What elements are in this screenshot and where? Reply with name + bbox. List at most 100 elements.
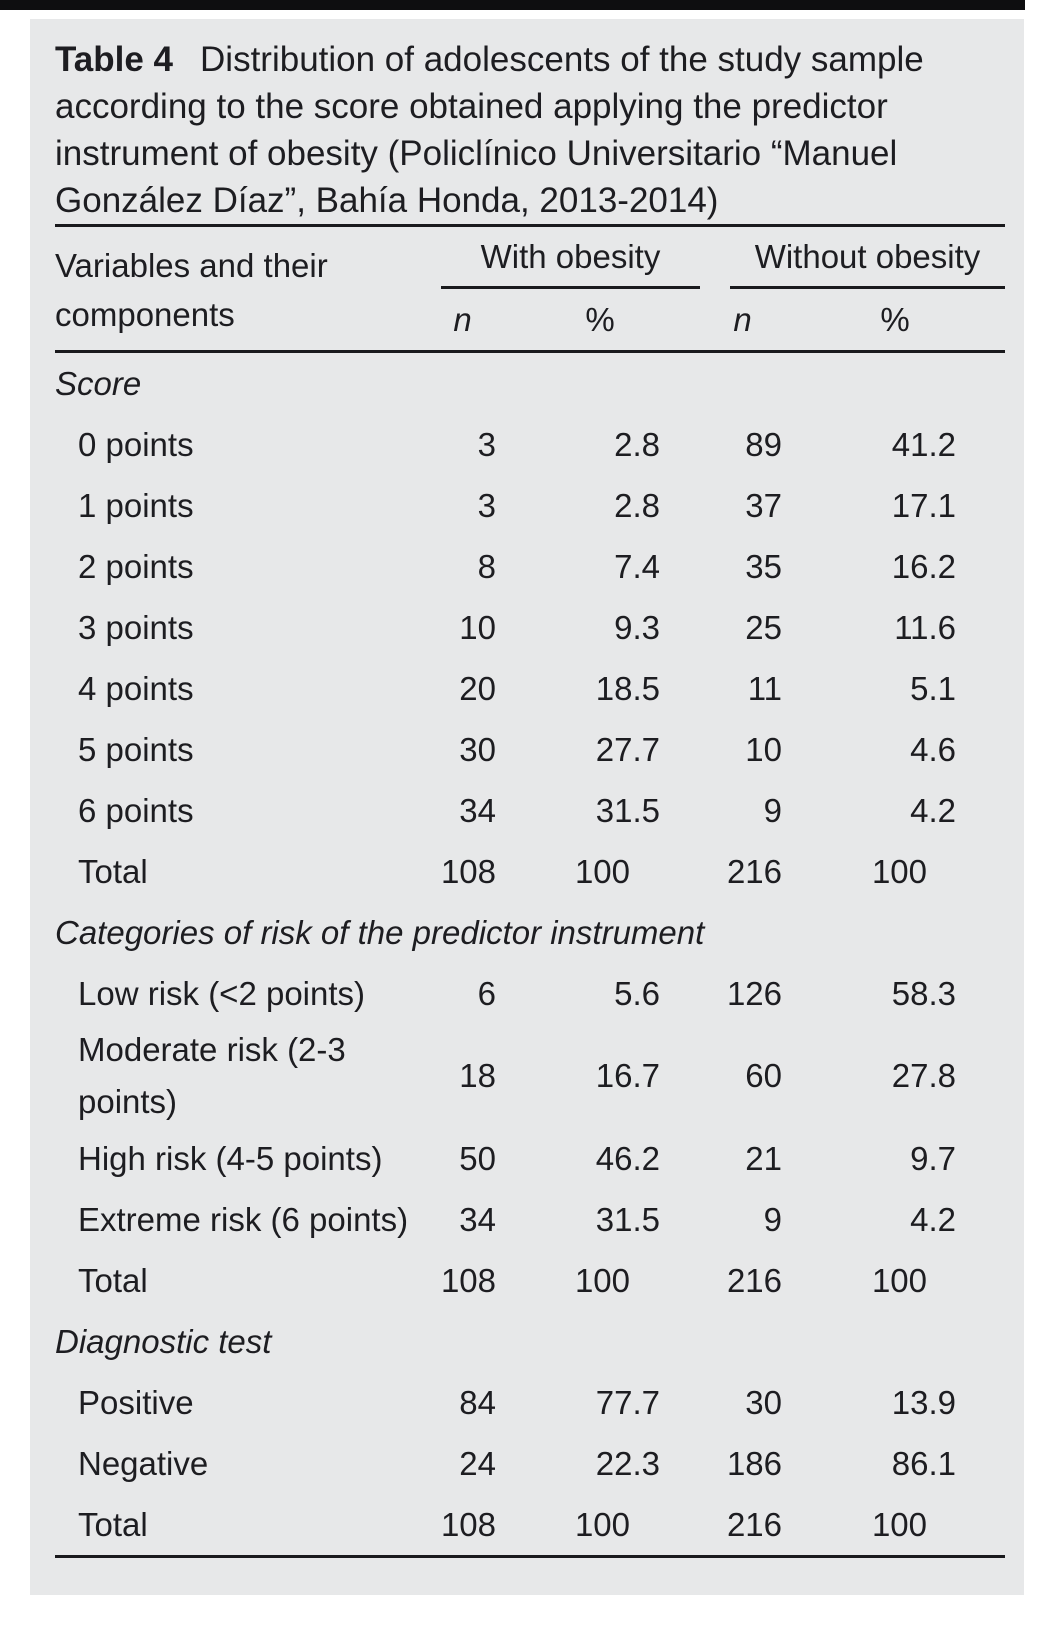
cell-with-pct: 7.4 xyxy=(614,547,660,585)
cell-with-n: 18 xyxy=(459,1057,496,1094)
cell-with-n: 84 xyxy=(459,1383,496,1421)
table-row: Low risk (<2 points) 6 5.6 126 58.3 xyxy=(55,963,1005,1024)
table-row: 2 points 8 7.4 35 16.2 xyxy=(55,536,1005,597)
group-title-with-obesity: With obesity xyxy=(441,227,700,289)
table-row: Total 108 100 216 100 xyxy=(55,1250,1005,1311)
cell-without-pct: 17.1 xyxy=(891,486,956,524)
table-row: Total 108 100 216 100 xyxy=(55,841,1005,902)
table-row: Moderate risk (2-3 points) 18 16.7 60 27.8 xyxy=(55,1024,1005,1128)
cell-without-pct: 100 xyxy=(871,1261,927,1299)
table-row: Positive 84 77.7 30 13.9 xyxy=(55,1372,1005,1433)
cell-without-n: 21 xyxy=(745,1139,782,1177)
cell-with-pct: 100 xyxy=(574,1261,630,1299)
cell-with-pct: 2.8 xyxy=(614,425,660,463)
cell-with-pct: 77.7 xyxy=(595,1383,660,1421)
row-label: High risk (4-5 points) xyxy=(78,1139,383,1177)
row-label: Extreme risk (6 points) xyxy=(78,1200,409,1238)
row-label: 0 points xyxy=(78,425,194,463)
cell-without-pct: 27.8 xyxy=(891,1057,956,1094)
cell-with-pct: 46.2 xyxy=(595,1139,660,1177)
cell-with-n: 8 xyxy=(477,547,496,585)
cell-without-pct: 86.1 xyxy=(891,1444,956,1482)
cell-without-n: 126 xyxy=(726,974,782,1012)
group-title-without-obesity: Without obesity xyxy=(730,227,1005,289)
cell-without-pct: 4.2 xyxy=(910,1200,956,1238)
cell-without-pct: 41.2 xyxy=(891,425,956,463)
header-pct-with: % xyxy=(585,300,615,338)
cell-without-n: 216 xyxy=(726,852,782,890)
header-group-without-obesity: Without obesity n % xyxy=(700,227,1005,350)
table-row: 3 points 10 9.3 25 11.6 xyxy=(55,597,1005,658)
table-row: Negative 24 22.3 186 86.1 xyxy=(55,1433,1005,1494)
table-row: 6 points 34 31.5 9 4.2 xyxy=(55,780,1005,841)
row-label: Total xyxy=(78,852,148,890)
header-n-without: n xyxy=(733,300,752,338)
cell-without-n: 60 xyxy=(745,1057,782,1094)
cell-without-pct: 13.9 xyxy=(891,1383,956,1421)
header-group-with-obesity: With obesity n % xyxy=(425,227,700,350)
cell-with-pct: 100 xyxy=(574,1505,630,1543)
table-caption-text: Distribution of adolescents of the study… xyxy=(55,40,924,220)
cell-without-pct: 4.2 xyxy=(910,791,956,829)
cell-with-pct: 100 xyxy=(574,852,630,890)
cell-without-n: 10 xyxy=(745,730,782,768)
table-number-label: Table 4 xyxy=(55,40,174,79)
row-label: Positive xyxy=(78,1383,194,1421)
cell-with-n: 6 xyxy=(477,974,496,1012)
cell-without-n: 216 xyxy=(726,1505,782,1543)
cell-with-n: 108 xyxy=(440,1505,496,1543)
cell-without-pct: 9.7 xyxy=(910,1139,956,1177)
cell-with-pct: 16.7 xyxy=(595,1057,660,1094)
table-row: High risk (4-5 points) 50 46.2 21 9.7 xyxy=(55,1128,1005,1189)
cell-with-n: 34 xyxy=(459,1200,496,1238)
cell-without-n: 216 xyxy=(726,1261,782,1299)
header-n-with: n xyxy=(453,300,472,338)
row-label: Total xyxy=(78,1505,148,1543)
cell-with-n: 3 xyxy=(477,486,496,524)
cell-with-pct: 31.5 xyxy=(595,1200,660,1238)
cell-with-n: 108 xyxy=(440,1261,496,1299)
cell-without-pct: 4.6 xyxy=(910,730,956,768)
cell-without-pct: 11.6 xyxy=(894,608,956,646)
cell-with-n: 34 xyxy=(459,791,496,829)
cell-with-pct: 2.8 xyxy=(614,486,660,524)
row-label: Total xyxy=(78,1261,148,1299)
table-row: 4 points 20 18.5 11 5.1 xyxy=(55,658,1005,719)
table-row: Total 108 100 216 100 xyxy=(55,1494,1005,1555)
cell-without-pct: 58.3 xyxy=(891,974,956,1012)
panel-inner: Table 4 Distribution of adolescents of th… xyxy=(30,19,1024,1558)
row-label: 4 points xyxy=(78,669,194,707)
header-pct-without: % xyxy=(880,300,910,338)
cell-with-pct: 27.7 xyxy=(595,730,660,768)
cell-without-n: 9 xyxy=(763,1200,782,1238)
cell-with-n: 108 xyxy=(440,852,496,890)
cell-with-n: 20 xyxy=(459,669,496,707)
cell-without-n: 25 xyxy=(745,608,782,646)
cell-with-n: 3 xyxy=(477,425,496,463)
cell-without-pct: 16.2 xyxy=(891,547,956,585)
cell-with-pct: 22.3 xyxy=(595,1444,660,1482)
table-caption: Table 4 Distribution of adolescents of th… xyxy=(55,36,1005,224)
header-row-label: Variables and their components xyxy=(55,247,328,333)
cell-without-n: 37 xyxy=(745,486,782,524)
table-header: Variables and their components With obes… xyxy=(55,224,1005,353)
row-label: 3 points xyxy=(78,608,194,646)
cell-without-n: 30 xyxy=(745,1383,782,1421)
cell-with-pct: 5.6 xyxy=(614,974,660,1012)
row-label: Negative xyxy=(78,1444,209,1482)
cell-without-pct: 100 xyxy=(871,852,927,890)
cell-with-n: 10 xyxy=(459,608,496,646)
row-label: 1 points xyxy=(78,486,194,524)
row-label: Moderate risk (2-3 points) xyxy=(78,1031,346,1120)
cell-with-pct: 18.5 xyxy=(595,669,660,707)
subheader-with-obesity: n % xyxy=(425,289,700,350)
subheader-without-obesity: n % xyxy=(700,289,1005,350)
cell-with-n: 24 xyxy=(459,1444,496,1482)
table-row: Extreme risk (6 points) 34 31.5 9 4.2 xyxy=(55,1189,1005,1250)
row-label: 5 points xyxy=(78,730,194,768)
cell-with-pct: 9.3 xyxy=(614,608,660,646)
row-label: Low risk (<2 points) xyxy=(78,974,366,1012)
section-header: Categories of risk of the predictor inst… xyxy=(55,913,705,951)
cell-without-pct: 5.1 xyxy=(910,669,956,707)
